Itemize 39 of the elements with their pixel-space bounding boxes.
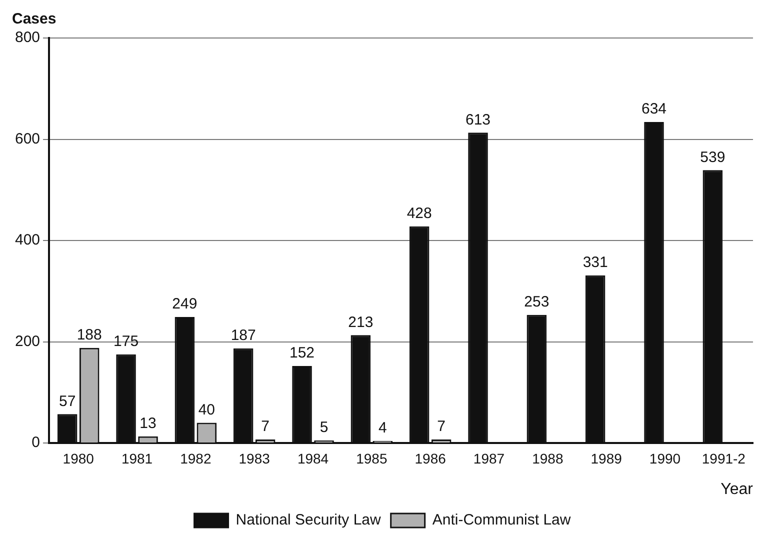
y-tick-label: 800 — [14, 29, 40, 46]
y-tick-label: 200 — [14, 332, 40, 350]
x-tick-label: 1985 — [356, 450, 388, 466]
data-label: 253 — [524, 294, 550, 311]
x-tick-label: 1988 — [532, 450, 564, 466]
data-label: 249 — [172, 296, 198, 313]
data-label: 7 — [437, 418, 446, 436]
legend-label: National Security Law — [236, 512, 382, 529]
x-tick-label: 1983 — [238, 450, 270, 466]
data-label: 213 — [348, 314, 374, 331]
data-label: 4 — [378, 420, 387, 437]
y-axis-title: Cases — [12, 10, 56, 28]
x-tick-label: 1980 — [62, 450, 94, 466]
x-tick-label: 1991-2 — [702, 450, 746, 466]
data-label: 634 — [641, 100, 667, 118]
data-label: 331 — [582, 254, 608, 272]
data-label: 7 — [261, 418, 270, 436]
x-tick-label: 1989 — [590, 450, 622, 466]
y-tick-label: 400 — [14, 232, 40, 249]
data-label: 13 — [140, 415, 156, 432]
y-tick-label: 0 — [32, 434, 40, 452]
data-label: 5 — [320, 419, 328, 436]
data-label: 539 — [700, 148, 726, 166]
data-label: 613 — [465, 111, 491, 128]
x-tick-label: 1984 — [297, 450, 329, 466]
data-label: 188 — [76, 326, 102, 344]
x-tick-label: 1981 — [121, 450, 153, 466]
x-tick-label: 1982 — [180, 450, 212, 466]
data-label: 40 — [198, 401, 216, 418]
data-label: 152 — [290, 344, 315, 362]
x-tick-label: 1986 — [414, 450, 446, 466]
legend-label: Anti-Communist Law — [432, 512, 571, 529]
y-tick-label: 600 — [14, 130, 40, 148]
data-label: 187 — [230, 326, 256, 344]
data-label: 428 — [406, 204, 432, 222]
data-label: 57 — [59, 392, 76, 410]
x-axis-title: Year — [720, 480, 754, 498]
x-tick-label: 1987 — [473, 450, 505, 466]
x-tick-label: 1990 — [649, 450, 681, 466]
